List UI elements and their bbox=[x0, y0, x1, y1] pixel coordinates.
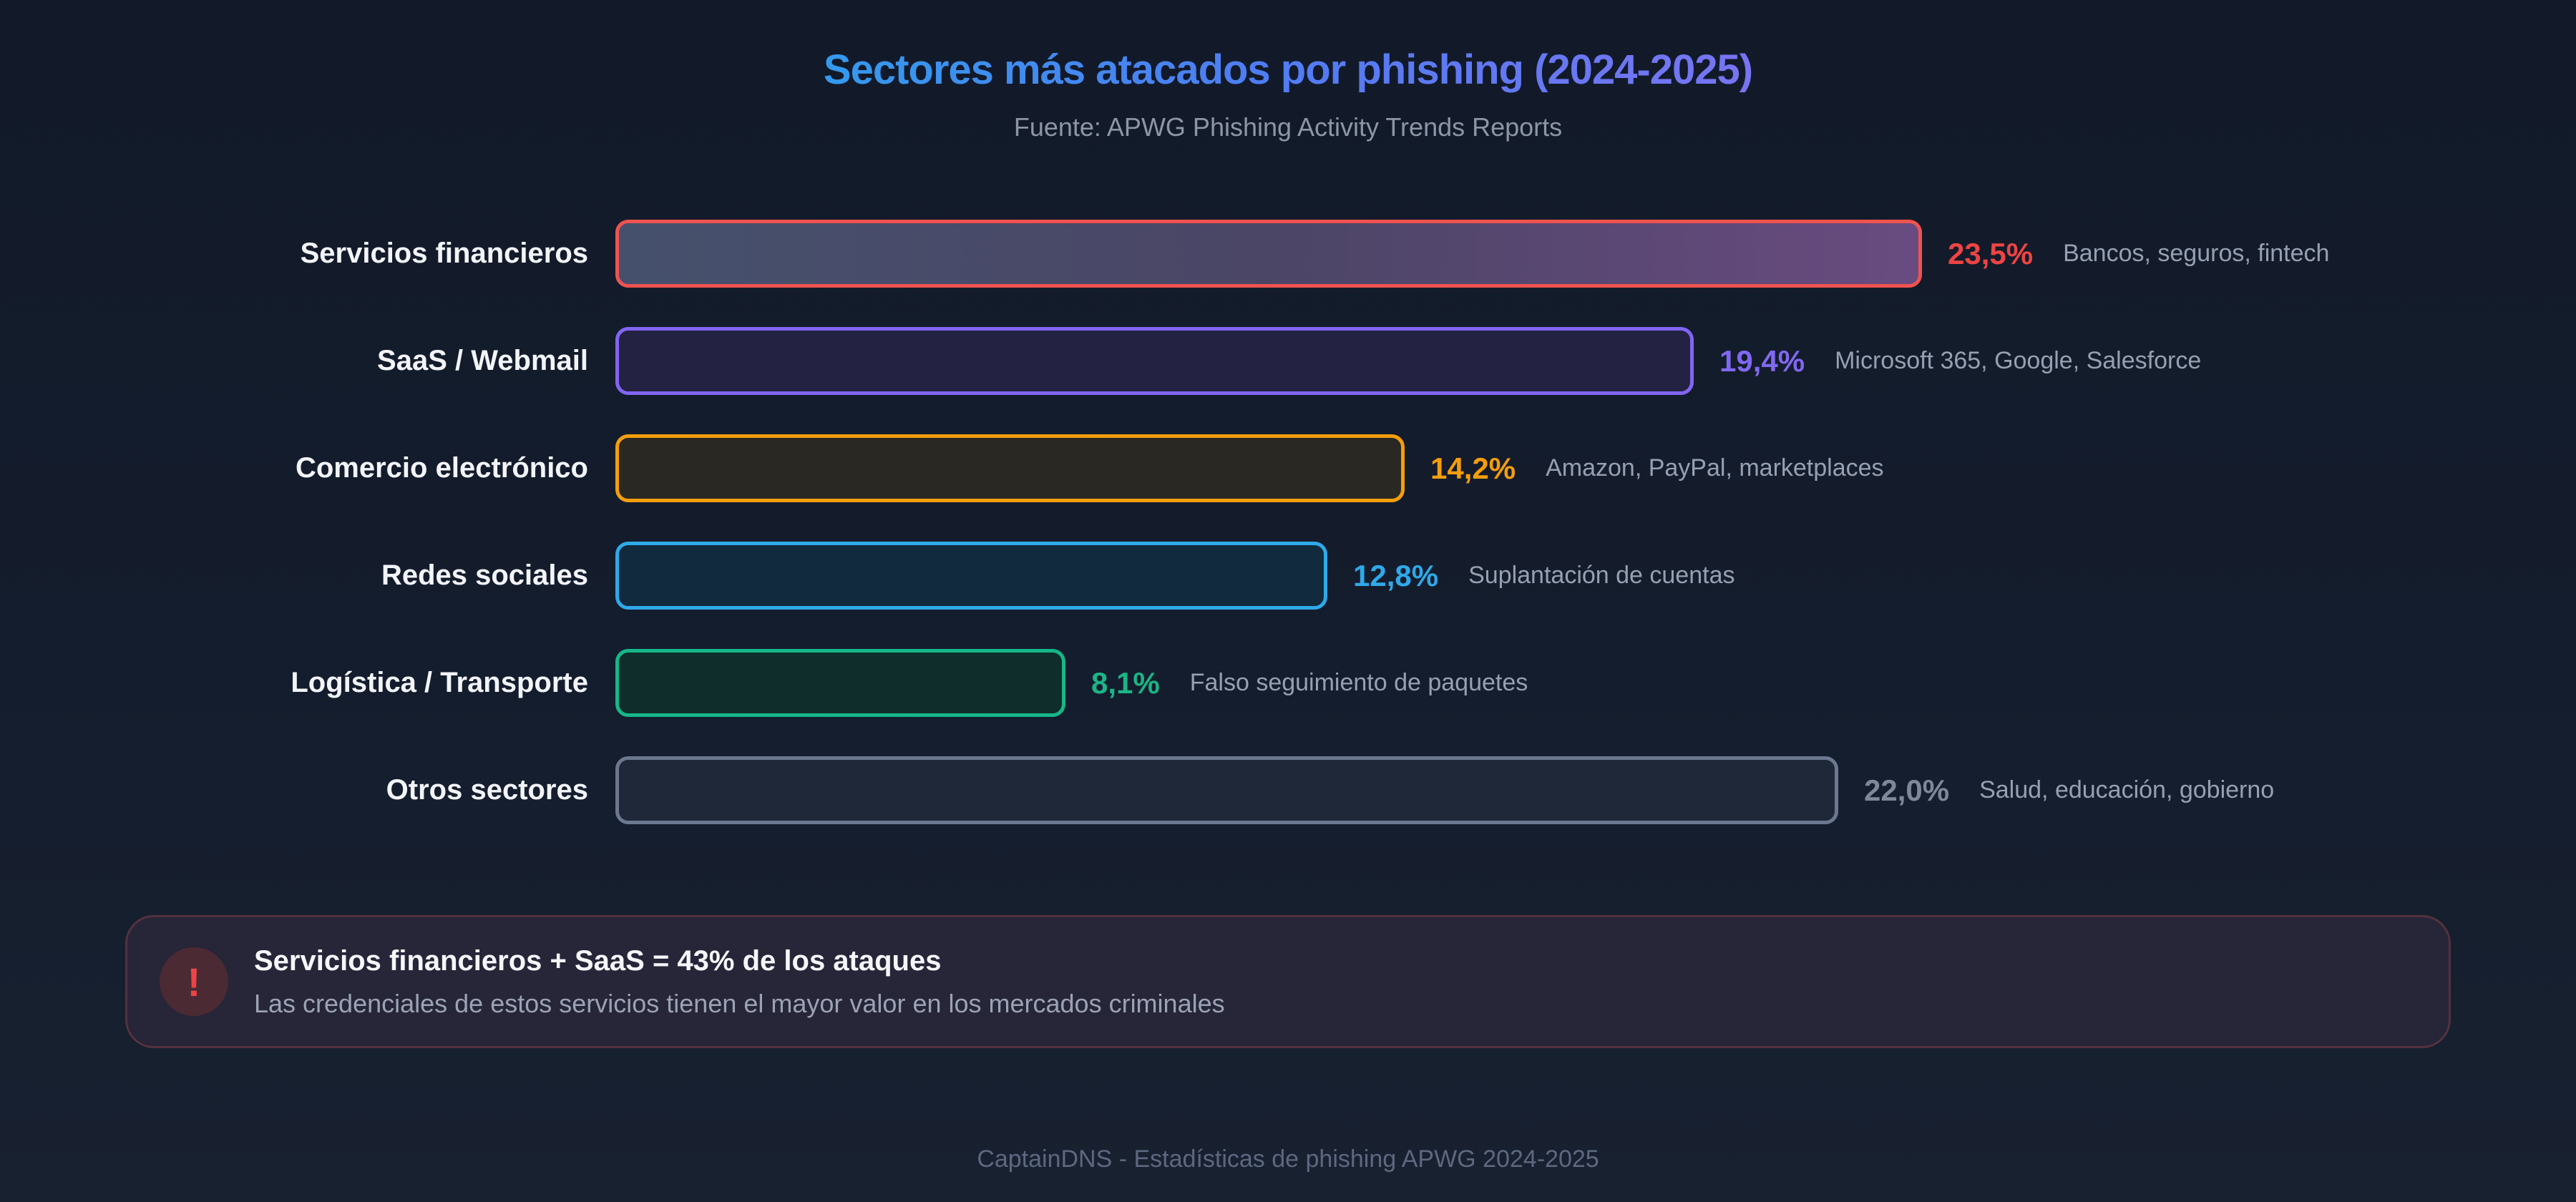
sector-value: 23,5% bbox=[1948, 236, 2034, 270]
chart-row: Redes sociales 12,8% Suplantación de cue… bbox=[0, 542, 2576, 610]
sector-description: Salud, educación, gobierno bbox=[1979, 776, 2275, 803]
sector-label: Comercio electrónico bbox=[295, 452, 588, 484]
alert-box: ! Servicios financieros + SaaS = 43% de … bbox=[125, 915, 2451, 1048]
warning-exclamation-icon: ! bbox=[160, 947, 228, 1016]
sector-label: Logística / Transporte bbox=[291, 667, 588, 698]
chart-row: Servicios financieros 23,5% Bancos, segu… bbox=[0, 220, 2576, 288]
footer-credit: CaptainDNS - Estadísticas de phishing AP… bbox=[977, 1145, 1599, 1173]
sector-bar bbox=[615, 327, 1694, 395]
sector-label: Servicios financieros bbox=[300, 238, 588, 269]
sector-value: 12,8% bbox=[1353, 558, 1439, 592]
bar-chart: Servicios financieros 23,5% Bancos, segu… bbox=[0, 220, 2576, 824]
chart-row: Logística / Transporte 8,1% Falso seguim… bbox=[0, 649, 2576, 717]
sector-label: Redes sociales bbox=[381, 560, 588, 591]
page-title: Sectores más atacados por phishing (2024… bbox=[680, 0, 1896, 94]
sector-bar bbox=[615, 220, 1922, 288]
sector-label: Otros sectores bbox=[386, 774, 588, 806]
sector-description: Suplantación de cuentas bbox=[1468, 562, 1735, 589]
sector-bar bbox=[615, 756, 1838, 824]
chart-row: Otros sectores 22,0% Salud, educación, g… bbox=[0, 756, 2576, 824]
sector-description: Falso seguimiento de paquetes bbox=[1189, 669, 1528, 696]
alert-text: Servicios financieros + SaaS = 43% de lo… bbox=[254, 945, 1225, 1019]
chart-row: Comercio electrónico 14,2% Amazon, PayPa… bbox=[0, 434, 2576, 502]
chart-row: SaaS / Webmail 19,4% Microsoft 365, Goog… bbox=[0, 327, 2576, 395]
sector-description: Microsoft 365, Google, Salesforce bbox=[1835, 347, 2202, 374]
page-subtitle: Fuente: APWG Phishing Activity Trends Re… bbox=[1013, 112, 1563, 142]
sector-bar bbox=[615, 434, 1405, 502]
sector-value: 19,4% bbox=[1719, 343, 1805, 378]
sector-description: Amazon, PayPal, marketplaces bbox=[1546, 454, 1884, 482]
sector-value: 14,2% bbox=[1430, 451, 1516, 485]
sector-value: 22,0% bbox=[1864, 773, 1950, 807]
alert-subtitle: Las credenciales de estos servicios tien… bbox=[254, 988, 1225, 1018]
sector-bar bbox=[615, 542, 1327, 610]
alert-title: Servicios financieros + SaaS = 43% de lo… bbox=[254, 944, 942, 977]
sector-description: Bancos, seguros, fintech bbox=[2063, 240, 2330, 267]
warning-glyph: ! bbox=[187, 959, 201, 1005]
sector-bar bbox=[615, 649, 1065, 717]
sector-label: SaaS / Webmail bbox=[377, 345, 588, 376]
sector-value: 8,1% bbox=[1091, 665, 1160, 700]
